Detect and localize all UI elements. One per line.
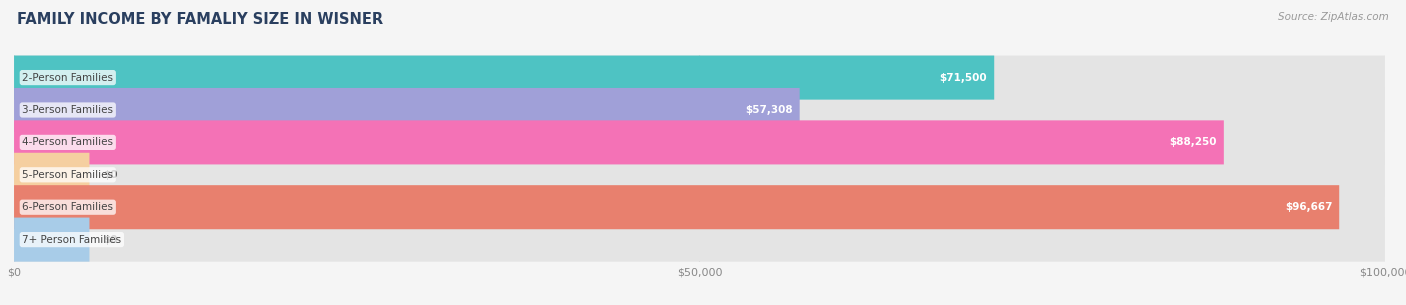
Text: Source: ZipAtlas.com: Source: ZipAtlas.com (1278, 12, 1389, 22)
Text: 7+ Person Families: 7+ Person Families (22, 235, 121, 245)
FancyBboxPatch shape (14, 56, 994, 100)
Text: 5-Person Families: 5-Person Families (22, 170, 114, 180)
FancyBboxPatch shape (14, 56, 1385, 100)
Text: 2-Person Families: 2-Person Families (22, 73, 114, 83)
FancyBboxPatch shape (14, 153, 90, 197)
Text: $0: $0 (103, 170, 118, 180)
FancyBboxPatch shape (14, 88, 800, 132)
Text: 6-Person Families: 6-Person Families (22, 202, 114, 212)
Text: 3-Person Families: 3-Person Families (22, 105, 114, 115)
FancyBboxPatch shape (14, 185, 1385, 229)
FancyBboxPatch shape (14, 217, 90, 262)
Text: $96,667: $96,667 (1285, 202, 1333, 212)
Text: $71,500: $71,500 (939, 73, 987, 83)
Text: $0: $0 (103, 235, 118, 245)
Text: $88,250: $88,250 (1170, 137, 1218, 147)
FancyBboxPatch shape (14, 217, 1385, 262)
Text: FAMILY INCOME BY FAMALIY SIZE IN WISNER: FAMILY INCOME BY FAMALIY SIZE IN WISNER (17, 12, 382, 27)
FancyBboxPatch shape (14, 120, 1223, 164)
Text: 4-Person Families: 4-Person Families (22, 137, 114, 147)
FancyBboxPatch shape (14, 153, 1385, 197)
Text: $57,308: $57,308 (745, 105, 793, 115)
FancyBboxPatch shape (14, 120, 1385, 164)
FancyBboxPatch shape (14, 88, 1385, 132)
FancyBboxPatch shape (14, 185, 1340, 229)
